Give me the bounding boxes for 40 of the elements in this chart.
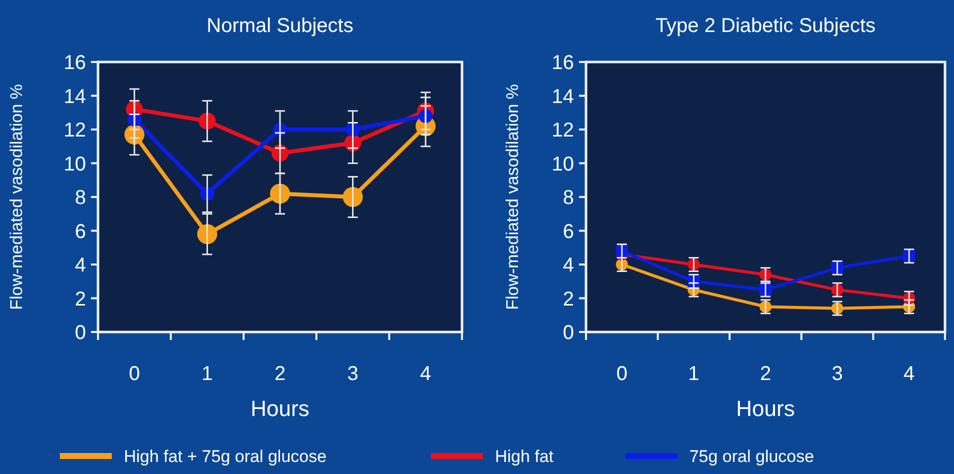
y-axis-title: Flow-mediated vasodilation % <box>503 84 522 310</box>
x-tick-label: 1 <box>688 363 700 385</box>
point <box>342 187 363 207</box>
legend-label: High fat + 75g oral glucose <box>124 447 327 466</box>
x-tick-label: 4 <box>904 363 915 385</box>
x-axis-title: Hours <box>736 396 795 421</box>
x-tick-label: 3 <box>347 363 358 385</box>
x-tick-label: 0 <box>616 363 628 385</box>
y-tick-label: 16 <box>552 52 574 74</box>
y-tick-label: 8 <box>74 187 86 209</box>
x-tick-label: 2 <box>274 363 286 385</box>
y-tick-label: 12 <box>64 120 86 142</box>
y-tick-label: 10 <box>64 153 86 176</box>
y-tick-label: 6 <box>74 220 86 243</box>
point <box>270 184 290 204</box>
x-axis-title: Hours <box>250 396 310 421</box>
chart-title: Normal Subjects <box>206 15 354 37</box>
x-tick-label: 1 <box>202 363 213 385</box>
x-tick-label: 4 <box>420 363 432 385</box>
y-tick-label: 12 <box>552 120 574 142</box>
y-tick-label: 14 <box>64 86 86 108</box>
y-tick-label: 4 <box>562 254 574 276</box>
x-tick-label: 0 <box>128 363 140 385</box>
y-tick-label: 6 <box>562 220 574 243</box>
y-axis-title: Flow-mediated vasodilation % <box>7 84 26 310</box>
y-tick-label: 14 <box>552 86 574 108</box>
x-tick-label: 2 <box>760 363 772 385</box>
legend-label: High fat <box>494 447 554 466</box>
y-tick-label: 16 <box>64 52 86 74</box>
x-tick-label: 3 <box>832 363 843 385</box>
y-tick-label: 4 <box>74 254 86 276</box>
legend-label: 75g oral glucose <box>689 447 814 466</box>
y-tick-label: 10 <box>552 153 574 176</box>
y-tick-label: 0 <box>74 322 86 344</box>
y-tick-label: 2 <box>74 288 86 310</box>
point <box>197 224 218 244</box>
y-tick-label: 0 <box>562 322 574 344</box>
chart-title: Type 2 Diabetic Subjects <box>655 15 876 37</box>
y-tick-label: 2 <box>562 288 574 310</box>
y-tick-label: 8 <box>562 187 574 209</box>
